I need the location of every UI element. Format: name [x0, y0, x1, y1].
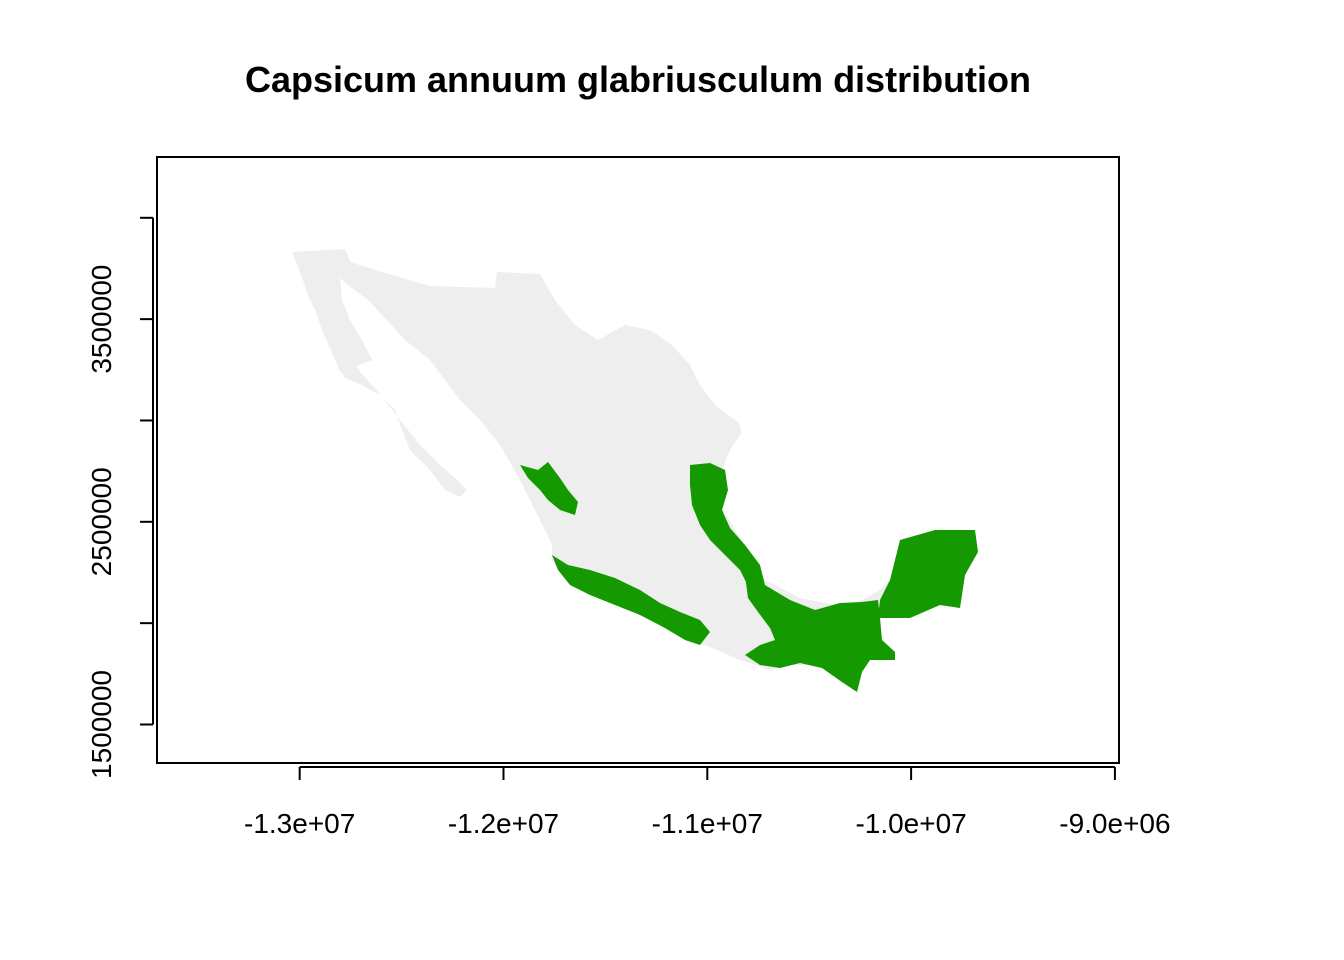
plot-title: Capsicum annuum glabriusculum distributi… — [245, 59, 1031, 100]
y-tick-label: 2500000 — [86, 467, 117, 576]
distribution-layer — [520, 462, 978, 692]
x-axis: -1.3e+07 -1.2e+07 -1.1e+07 -1.0e+07 -9.0e+06 — [244, 766, 1171, 839]
distribution-isthmus — [745, 575, 895, 692]
x-tick-label: -1.3e+07 — [244, 808, 355, 839]
land-mexico-mainland — [292, 249, 978, 692]
y-tick-label: 3500000 — [86, 265, 117, 374]
x-tick-label: -9.0e+06 — [1059, 808, 1170, 839]
map-land-layer — [292, 249, 978, 692]
distribution-gulf-coast — [690, 463, 765, 590]
x-tick-label: -1.2e+07 — [448, 808, 559, 839]
x-tick-label: -1.0e+07 — [855, 808, 966, 839]
land-baja-california — [302, 262, 467, 497]
distribution-pacific-south — [552, 555, 710, 645]
y-tick-label: 1500000 — [86, 670, 117, 779]
plot-frame — [156, 156, 1120, 764]
y-axis: 1500000 2500000 3500000 — [86, 216, 154, 779]
distribution-yucatan — [878, 530, 978, 618]
distribution-pacific-north — [520, 462, 578, 515]
x-tick-label: -1.1e+07 — [652, 808, 763, 839]
